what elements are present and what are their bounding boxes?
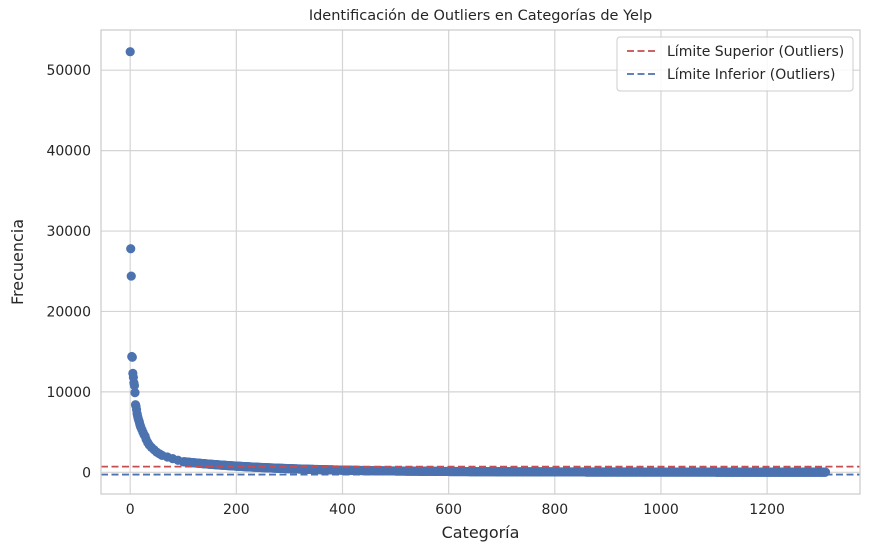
y-tick-label: 20000 bbox=[46, 304, 91, 320]
reference-lines bbox=[101, 465, 860, 476]
grid-lines bbox=[101, 30, 860, 494]
data-point bbox=[129, 380, 140, 391]
data-point bbox=[127, 352, 137, 362]
y-tick-label: 30000 bbox=[46, 224, 91, 240]
y-tick-label: 0 bbox=[82, 465, 91, 481]
legend: Límite Superior (Outliers) Límite Inferio… bbox=[616, 36, 854, 92]
data-points bbox=[125, 47, 831, 477]
x-tick-labels: 0 200 400 600 800 1000 1200 bbox=[126, 502, 785, 518]
data-point bbox=[130, 388, 140, 398]
y-tick-label: 10000 bbox=[46, 385, 91, 401]
y-axis-label: Frecuencia bbox=[8, 219, 27, 305]
legend-label: Límite Inferior (Outliers) bbox=[667, 67, 835, 83]
legend-label: Límite Superior (Outliers) bbox=[667, 44, 844, 60]
y-tick-labels: 0 10000 20000 30000 40000 50000 bbox=[46, 63, 91, 481]
y-tick-label: 50000 bbox=[46, 63, 91, 79]
x-tick-label: 800 bbox=[541, 502, 568, 518]
x-tick-label: 0 bbox=[126, 502, 135, 518]
x-axis-label: Categoría bbox=[442, 523, 520, 542]
chart-title: Identificación de Outliers en Categorías… bbox=[309, 8, 652, 24]
legend-box bbox=[616, 36, 854, 92]
data-point bbox=[125, 47, 135, 57]
x-tick-label: 1000 bbox=[643, 502, 679, 518]
y-tick-label: 40000 bbox=[46, 144, 91, 160]
data-point bbox=[126, 271, 136, 281]
plot-frame bbox=[100, 29, 861, 495]
x-tick-label: 400 bbox=[329, 502, 356, 518]
data-point bbox=[126, 244, 136, 254]
x-tick-label: 600 bbox=[435, 502, 462, 518]
x-tick-label: 200 bbox=[223, 502, 250, 518]
x-tick-label: 1200 bbox=[749, 502, 785, 518]
